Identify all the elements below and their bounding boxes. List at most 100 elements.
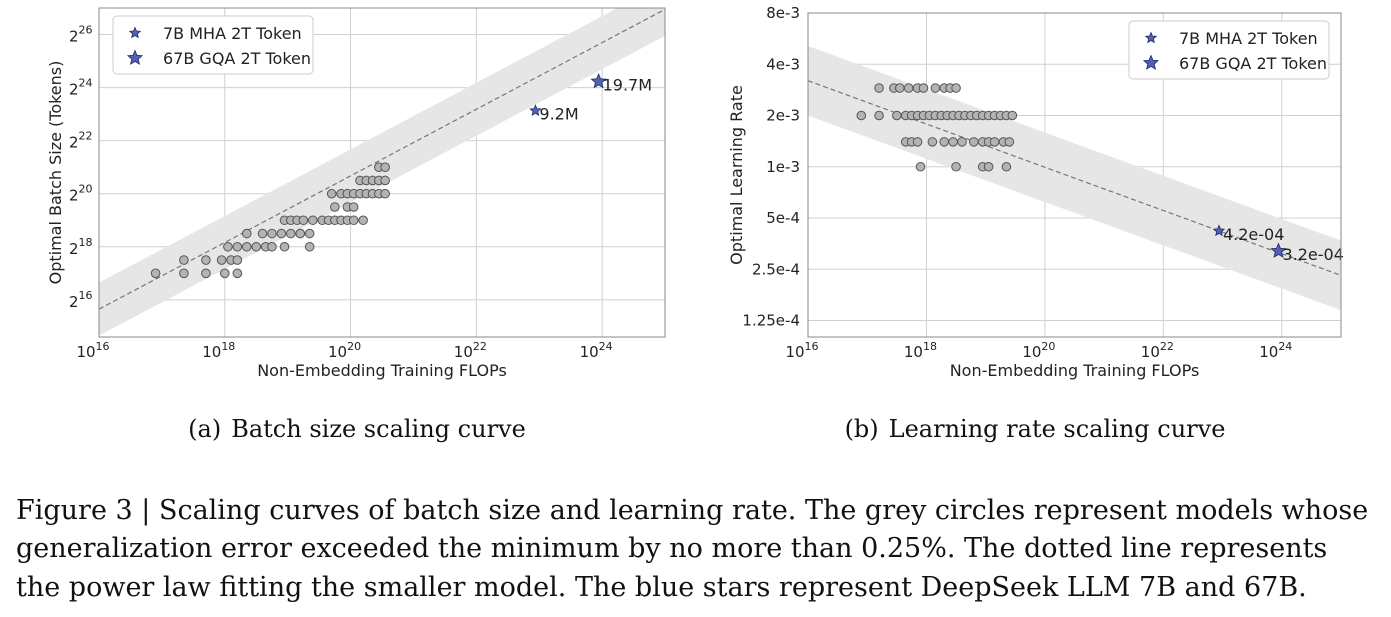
legend-star-marker bbox=[1144, 31, 1158, 44]
x-tick-label: 1022 bbox=[454, 340, 487, 361]
data-point bbox=[232, 241, 243, 252]
data-point bbox=[216, 255, 227, 265]
data-point bbox=[232, 268, 243, 279]
data-point bbox=[927, 137, 938, 147]
point-annotation: 4.2e-04 bbox=[1223, 225, 1284, 244]
legend-entry-label: 67B GQA 2T Token bbox=[1179, 54, 1327, 73]
data-point bbox=[957, 137, 967, 147]
data-point bbox=[304, 228, 315, 239]
x-tick-label: 1020 bbox=[328, 340, 361, 361]
data-point bbox=[298, 215, 309, 226]
y-tick-label: 224 bbox=[69, 77, 93, 99]
data-point bbox=[948, 137, 958, 147]
y-axis-label: Optimal Batch Size (Tokens) bbox=[46, 61, 65, 285]
star-marker bbox=[1270, 242, 1287, 258]
data-point bbox=[380, 188, 390, 199]
data-point bbox=[201, 268, 211, 279]
data-point bbox=[330, 202, 340, 212]
confidence-band bbox=[99, 8, 665, 336]
data-point bbox=[308, 215, 318, 226]
figure-caption-line-2: generalization error exceeded the minimu… bbox=[16, 533, 1327, 564]
legend-box bbox=[112, 15, 314, 75]
data-point bbox=[232, 255, 243, 265]
data-point bbox=[179, 255, 189, 265]
x-axis-label: Non-Embedding Training FLOPs bbox=[950, 361, 1200, 380]
y-tick-label: 226 bbox=[69, 24, 93, 46]
data-point bbox=[276, 228, 287, 239]
star-marker bbox=[529, 104, 542, 116]
y-tick-label: 2.5e-4 bbox=[752, 260, 800, 278]
data-point bbox=[894, 83, 905, 93]
x-tick-label: 1018 bbox=[202, 340, 235, 361]
y-tick-label: 1.25e-4 bbox=[742, 312, 800, 330]
subcaption-b-text: Learning rate scaling curve bbox=[889, 415, 1226, 443]
plot-frame bbox=[807, 12, 1342, 338]
data-point bbox=[304, 241, 315, 252]
data-point bbox=[874, 110, 884, 121]
x-tick-label: 1024 bbox=[580, 340, 613, 361]
data-point bbox=[279, 241, 290, 252]
legend-entry-label: 67B GQA 2T Token bbox=[163, 49, 311, 68]
data-point bbox=[930, 83, 941, 93]
x-tick-label: 1016 bbox=[76, 340, 109, 361]
y-tick-label: 4e-3 bbox=[766, 55, 800, 73]
data-point bbox=[358, 215, 368, 226]
star-marker bbox=[1212, 224, 1226, 237]
data-point bbox=[939, 137, 950, 147]
data-point bbox=[241, 228, 252, 239]
data-point bbox=[348, 202, 359, 212]
y-tick-label: 222 bbox=[69, 130, 93, 152]
data-point bbox=[326, 188, 337, 199]
x-tick-label: 1018 bbox=[904, 340, 937, 361]
data-point bbox=[918, 83, 929, 93]
point-annotation: 19.7M bbox=[603, 75, 652, 94]
data-point bbox=[892, 110, 902, 121]
panel-b-learning-rate-chart: 4.2e-043.2e-04 1016 1018 1020 1022 1024 8e-3 4e… bbox=[727, 4, 1344, 380]
y-tick-label: 5e-4 bbox=[766, 209, 800, 227]
data-point bbox=[257, 228, 268, 239]
data-point bbox=[223, 241, 233, 252]
data-point bbox=[179, 268, 189, 279]
data-point bbox=[969, 137, 979, 147]
data-point bbox=[219, 268, 230, 279]
legend-star-marker bbox=[126, 49, 144, 65]
subcaption-b-label: (b) bbox=[845, 415, 879, 443]
data-point bbox=[348, 215, 359, 226]
legend-star-marker bbox=[1142, 54, 1160, 70]
y-tick-label: 8e-3 bbox=[766, 4, 800, 22]
data-point bbox=[241, 241, 252, 252]
data-point bbox=[874, 83, 884, 93]
fit-line bbox=[808, 80, 1341, 276]
legend-box bbox=[1128, 20, 1330, 80]
fit-line bbox=[99, 8, 665, 310]
data-point bbox=[150, 268, 161, 279]
y-axis-label: Optimal Learning Rate bbox=[727, 85, 746, 265]
star-marker bbox=[590, 72, 607, 89]
y-tick-label: 1e-3 bbox=[766, 158, 800, 176]
data-point bbox=[951, 161, 961, 172]
x-tick-label: 1024 bbox=[1259, 340, 1292, 361]
y-tick-label: 218 bbox=[69, 236, 93, 258]
legend-star-marker bbox=[128, 26, 142, 39]
point-annotation: 9.2M bbox=[539, 105, 578, 124]
figure-caption-line-1: Figure 3 | Scaling curves of batch size … bbox=[16, 495, 1368, 526]
data-point bbox=[912, 137, 923, 147]
data-point bbox=[267, 241, 277, 252]
x-axis-label: Non-Embedding Training FLOPs bbox=[257, 361, 507, 380]
x-tick-label: 1022 bbox=[1141, 340, 1174, 361]
data-point bbox=[989, 137, 1000, 147]
x-tick-label: 1020 bbox=[1022, 340, 1055, 361]
subcaption-b: (b) Learning rate scaling curve bbox=[845, 415, 1226, 443]
panel-a-batch-size-chart: 9.2M 19.7M 1016 1018 1020 1022 1024 216 218 220 22… bbox=[46, 7, 666, 380]
subcaption-a-text: Batch size scaling curve bbox=[231, 415, 526, 443]
data-point bbox=[286, 228, 296, 239]
plot-frame bbox=[98, 7, 666, 338]
legend-entry-label: 7B MHA 2T Token bbox=[1179, 29, 1318, 48]
legend-entry-label: 7B MHA 2T Token bbox=[163, 24, 302, 43]
data-point bbox=[295, 228, 306, 239]
data-point bbox=[1001, 161, 1012, 172]
data-point bbox=[1004, 137, 1015, 147]
x-tick-label: 1016 bbox=[785, 340, 818, 361]
y-tick-label: 220 bbox=[69, 183, 93, 205]
